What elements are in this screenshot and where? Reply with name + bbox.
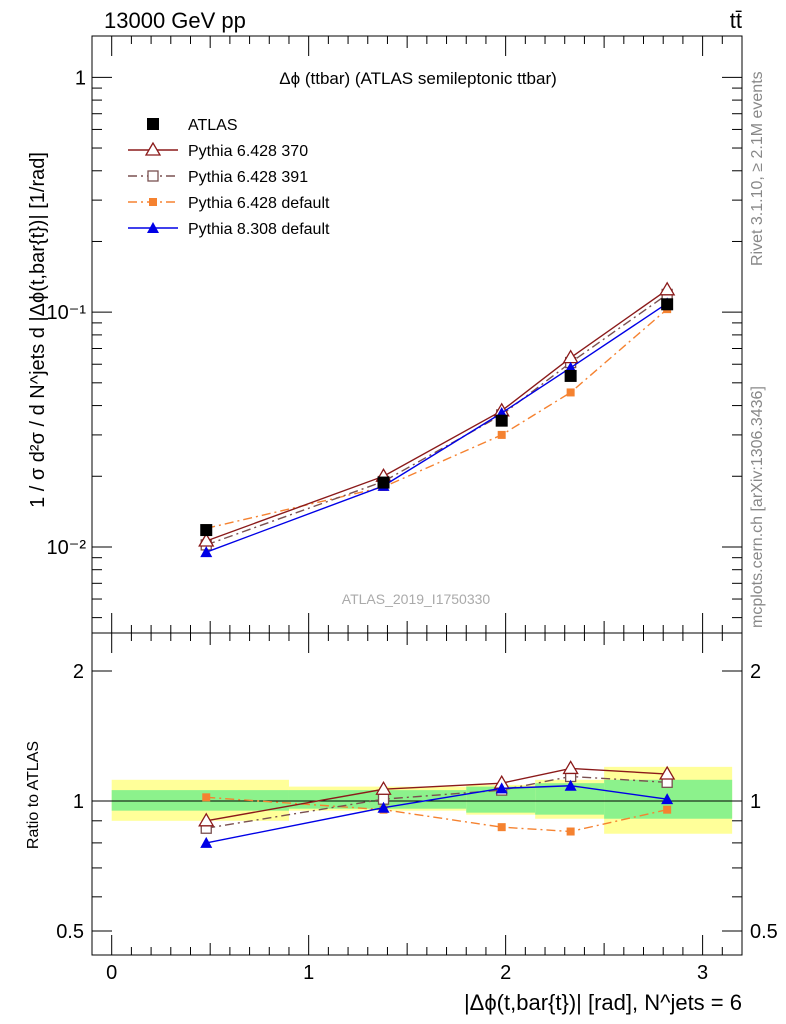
ratio-axis-ticks: 0.5 0.5 1 1 2 2 0 1 2 3 <box>56 633 778 984</box>
main-y-tick-label: 1 <box>75 67 86 89</box>
series-line-pdefault <box>206 308 668 530</box>
ratio-y-tick-label-right: 0.5 <box>750 921 778 943</box>
ratio-point-p370 <box>562 760 579 775</box>
ratio-point-pdefault <box>202 793 211 802</box>
legend-entry-p8: Pythia 8.308 default <box>128 221 330 238</box>
ratio-point-p370 <box>198 812 215 827</box>
ratio-y-tick-label: 0.5 <box>56 921 84 943</box>
series-line-p391 <box>206 293 668 546</box>
legend-entry-pdefault: Pythia 6.428 default <box>128 195 330 212</box>
ratio-panel: 0.5 0.5 1 1 2 2 0 1 2 3 Ratio to ATLAS |Δϕ(t,bar{… <box>25 632 778 1015</box>
uncertainty-band-inner <box>288 790 467 809</box>
main-y-tick-label: 10⁻² <box>47 537 87 559</box>
data-point-p8 <box>200 546 213 558</box>
mcplots-label: mcplots.cern.ch [arXiv:1306.3436] <box>749 386 766 628</box>
ratio-y-tick-label: 2 <box>73 661 84 683</box>
analysis-watermark: ATLAS_2019_I1750330 <box>342 591 491 607</box>
x-tick-label: 0 <box>106 962 117 984</box>
process-label: tt̄ <box>730 8 742 33</box>
ratio-band-layer <box>111 766 733 834</box>
main-series-layer <box>198 281 676 558</box>
legend-label-p8: Pythia 8.308 default <box>188 221 330 238</box>
main-y-tick-label: 10⁻¹ <box>47 302 87 324</box>
energy-label: 13000 GeV pp <box>104 8 246 33</box>
data-point-pdefault <box>497 430 506 439</box>
legend: ATLAS Pythia 6.428 370 Pythia 6.428 391 Pyt… <box>128 117 330 238</box>
main-y-axis-label: 1 / σ d²σ / d N^jets d |Δϕ(t,bar{t})| [1… <box>27 152 49 508</box>
series-p370 <box>198 281 676 547</box>
x-axis-label: |Δϕ(t,bar{t})| [rad], N^jets = 6 <box>464 990 742 1015</box>
series-atlas <box>200 298 674 537</box>
ratio-y-tick-label-right: 2 <box>750 661 761 683</box>
data-point-p370 <box>659 281 676 296</box>
legend-marker-pdefault <box>149 198 157 206</box>
ratio-point-p370 <box>375 780 392 795</box>
data-point-p370 <box>562 349 579 364</box>
ratio-frame <box>91 632 743 956</box>
series-p391 <box>200 288 673 551</box>
ratio-point-p8 <box>661 793 674 805</box>
ratio-y-tick-label: 1 <box>73 791 84 813</box>
data-point-atlas <box>377 476 390 489</box>
data-point-atlas <box>200 524 213 537</box>
ratio-series-layer <box>198 760 676 848</box>
uncertainty-band-inner <box>111 790 289 811</box>
legend-entry-atlas: ATLAS <box>147 117 238 134</box>
legend-label-atlas: ATLAS <box>188 117 238 134</box>
data-point-p370 <box>198 532 215 547</box>
legend-marker-p8 <box>147 222 159 233</box>
data-point-atlas <box>564 369 577 382</box>
series-pdefault <box>202 305 672 533</box>
series-p8 <box>200 297 674 558</box>
ratio-point-p8 <box>377 801 390 813</box>
ratio-y-tick-label-right: 1 <box>750 791 761 813</box>
legend-marker-atlas <box>147 118 159 130</box>
main-panel: Δϕ (ttbar) (ATLAS semileptonic ttbar) AT… <box>27 35 743 634</box>
rivet-version-label: Rivet 3.1.10, ≥ 2.1M events <box>749 71 766 266</box>
legend-marker-p391 <box>147 170 159 182</box>
ratio-point-pdefault <box>663 805 672 814</box>
ratio-y-axis-label: Ratio to ATLAS <box>25 741 42 849</box>
data-point-pdefault <box>566 388 575 397</box>
ratio-point-p8 <box>200 836 213 848</box>
series-line-p8 <box>205 302 668 553</box>
chart-title: Δϕ (ttbar) (ATLAS semileptonic ttbar) <box>279 69 557 88</box>
legend-marker-p370 <box>144 141 162 156</box>
data-point-atlas <box>661 298 674 311</box>
legend-entry-p370: Pythia 6.428 370 <box>128 141 308 160</box>
ratio-point-p370 <box>659 765 676 780</box>
ratio-point-pdefault <box>566 827 575 836</box>
legend-entry-p391: Pythia 6.428 391 <box>128 169 308 186</box>
ratio-line-pdefault <box>206 796 668 833</box>
x-tick-label: 1 <box>303 962 314 984</box>
ratio-series-p8 <box>200 779 674 848</box>
legend-label-p370: Pythia 6.428 370 <box>188 143 308 160</box>
ratio-point-p8 <box>564 779 577 791</box>
data-point-atlas <box>495 414 508 427</box>
legend-label-pdefault: Pythia 6.428 default <box>188 195 330 212</box>
ratio-point-pdefault <box>497 823 506 832</box>
ratio-point-p8 <box>495 782 508 794</box>
main-axis-ticks: 10⁻² 10⁻¹ 1 <box>47 36 743 633</box>
x-tick-label: 3 <box>697 962 708 984</box>
series-line-p370 <box>206 289 668 542</box>
x-tick-label: 2 <box>500 962 511 984</box>
legend-label-p391: Pythia 6.428 391 <box>188 169 308 186</box>
